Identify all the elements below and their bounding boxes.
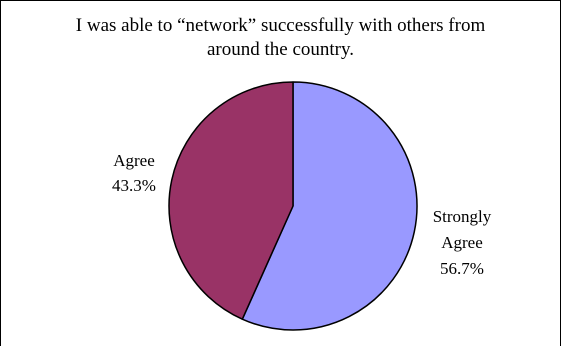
chart-title-line-1: I was able to “network” successfully wit… — [75, 15, 486, 36]
slice-label-strongly-agree-line2: Agree — [441, 233, 483, 252]
slice-value-strongly-agree: 56.7% — [440, 259, 484, 278]
pie-slices — [168, 81, 418, 331]
slice-value-agree: 43.3% — [112, 176, 156, 195]
slice-label-strongly-agree: Strongly — [433, 207, 492, 226]
slice-label-strongly-agree-line-1: Strongly — [433, 207, 492, 226]
slice-label-strongly-agree-line-2: Agree — [441, 233, 483, 252]
slice-label-agree: Agree — [113, 151, 155, 170]
chart-title: I was able to “network” successfully wit… — [0, 14, 561, 62]
pie-slice-agree — [168, 81, 294, 320]
chart-title-line-2: around the country. — [206, 39, 355, 60]
pie-slice-strongly-agree — [241, 81, 418, 331]
